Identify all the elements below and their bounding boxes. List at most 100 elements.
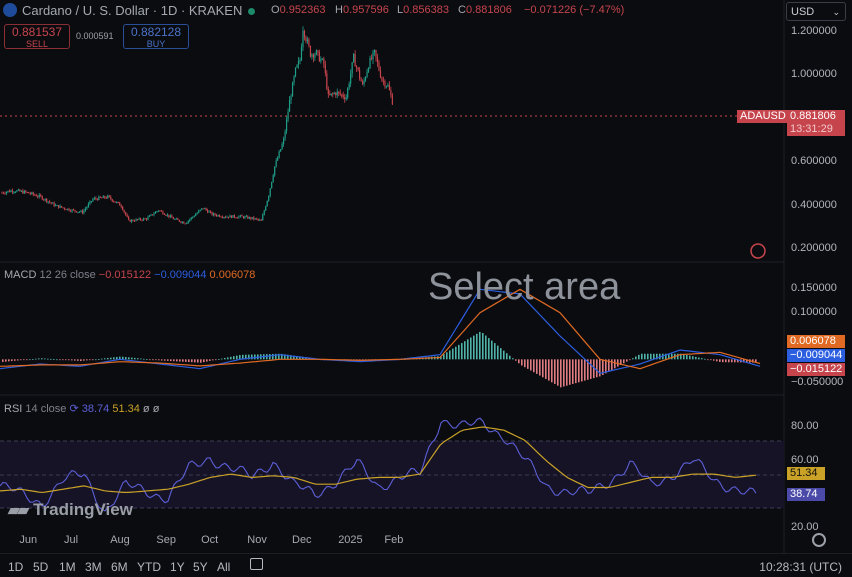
candle — [25, 189, 27, 194]
macd-histogram-bar — [584, 359, 586, 381]
candle — [35, 193, 37, 197]
macd-histogram-bar — [293, 355, 295, 360]
candle — [90, 201, 92, 204]
macd-histogram-bar — [476, 333, 478, 360]
candle — [384, 79, 386, 89]
tf-ytd[interactable]: YTD — [137, 560, 161, 574]
macd-histogram-bar — [707, 359, 709, 361]
macd-histogram-bar — [479, 331, 481, 360]
bottom-toolbar: 1D 5D 1M 3M 6M YTD 1Y 5Y All 10:28:31 (U… — [0, 553, 852, 577]
macd-histogram-bar — [167, 359, 169, 361]
calendar-icon[interactable] — [250, 558, 263, 570]
candle — [141, 219, 143, 222]
candle — [271, 181, 273, 189]
candle — [43, 198, 45, 201]
macd-histogram-bar — [116, 356, 118, 360]
macd-histogram-bar — [488, 338, 490, 360]
macd-legend[interactable]: MACD 12 26 close −0.015122 −0.009044 0.0… — [4, 269, 256, 281]
macd-histogram-bar — [197, 359, 199, 363]
candle — [11, 188, 14, 195]
tf-3m[interactable]: 3M — [85, 560, 102, 574]
macd-histogram-bar — [692, 356, 694, 360]
candle — [5, 191, 8, 196]
tf-1d[interactable]: 1D — [8, 560, 24, 574]
time-axis-tick: Jul — [64, 534, 79, 546]
flag-icon[interactable] — [750, 243, 766, 259]
hide-icon[interactable]: ø ø — [142, 403, 160, 415]
candle — [114, 201, 116, 203]
buy-button[interactable]: 0.882128 BUY — [123, 24, 189, 49]
candle — [217, 214, 219, 217]
macd-histogram-bar — [65, 359, 67, 361]
candle — [345, 94, 347, 101]
candle — [218, 214, 221, 218]
macd-histogram-bar — [500, 348, 502, 360]
ohlc-change: −0.071226 (−7.47%) — [524, 4, 625, 16]
macd-histogram-bar — [221, 358, 223, 360]
macd-histogram-bar — [215, 359, 217, 361]
macd-histogram-bar — [551, 359, 553, 383]
time-axis-tick: Oct — [201, 534, 219, 546]
macd-histogram-bar — [482, 333, 484, 360]
macd-histogram-bar — [98, 358, 100, 360]
macd-histogram-bar — [305, 357, 307, 360]
sell-button[interactable]: 0.881537 SELL — [4, 24, 70, 49]
candle — [283, 136, 285, 147]
tf-all[interactable]: All — [217, 560, 231, 574]
candle — [98, 195, 100, 201]
rsi-settings-icon[interactable]: ⟳ — [69, 403, 79, 415]
macd-histogram-bar — [155, 359, 157, 361]
macd-histogram-bar — [122, 356, 124, 360]
candle — [317, 49, 319, 56]
candle — [274, 166, 276, 177]
symbol-price-tag: ADAUSD — [737, 110, 789, 123]
macd-histogram-bar — [503, 350, 505, 360]
candle — [356, 65, 358, 72]
candle — [226, 215, 228, 218]
macd-histogram-bar — [458, 344, 460, 360]
candle — [321, 57, 323, 61]
macd-histogram-bar — [542, 359, 544, 378]
macd-histogram-bar — [719, 359, 721, 362]
gear-icon[interactable] — [812, 533, 826, 547]
candle — [357, 67, 359, 72]
candle — [376, 53, 379, 67]
candle — [238, 215, 240, 219]
macd-histogram-bar — [158, 359, 160, 361]
tf-1m[interactable]: 1M — [59, 560, 76, 574]
ohlc-close: C0.881806 — [458, 4, 512, 16]
candle — [68, 207, 70, 212]
candle — [192, 216, 194, 219]
rsi-legend[interactable]: RSI 14 close ⟳ 38.74 51.34 ø ø — [4, 403, 160, 415]
candle — [69, 209, 72, 213]
macd-histogram-bar — [656, 353, 658, 360]
candle — [34, 193, 36, 196]
candle — [375, 49, 377, 62]
time-axis-tick: Jun — [19, 534, 38, 546]
candle — [63, 207, 66, 211]
tf-5y[interactable]: 5Y — [193, 560, 208, 574]
candle — [110, 195, 112, 201]
utc-clock[interactable]: 10:28:31 (UTC) — [759, 560, 842, 574]
tf-6m[interactable]: 6M — [111, 560, 128, 574]
macd-histogram-bar — [716, 359, 718, 362]
macd-histogram-bar — [650, 353, 652, 360]
candle — [2, 191, 5, 195]
candle — [259, 218, 261, 221]
candle — [262, 213, 264, 221]
currency-select[interactable]: USD ⌄ — [786, 2, 846, 21]
candle — [359, 67, 361, 81]
candle — [131, 219, 133, 224]
candle — [102, 195, 104, 198]
candle — [293, 75, 295, 86]
macd-histogram-bar — [446, 352, 448, 360]
macd-histogram-bar — [74, 359, 76, 361]
tf-5d[interactable]: 5D — [33, 560, 49, 574]
candle — [320, 56, 322, 64]
tf-1y[interactable]: 1Y — [170, 560, 185, 574]
symbol-title[interactable]: Cardano / U. S. Dollar · 1D · KRAKEN — [22, 3, 243, 18]
candle — [52, 202, 54, 204]
candle — [260, 218, 262, 221]
